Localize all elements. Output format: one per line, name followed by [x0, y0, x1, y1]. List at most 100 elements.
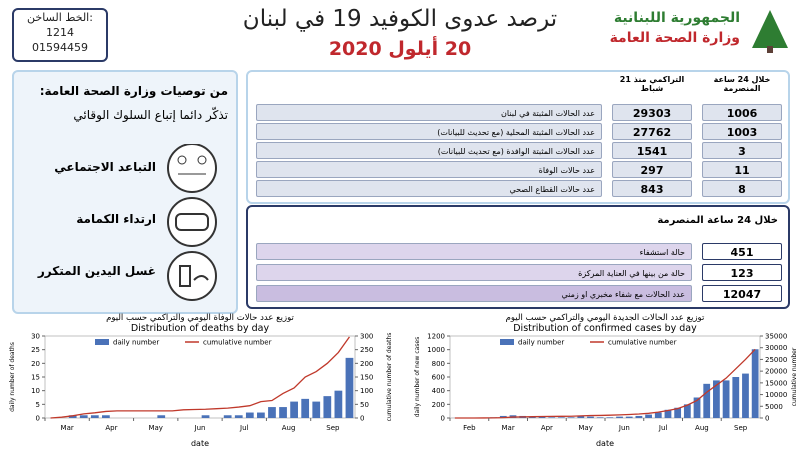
bar: [654, 412, 662, 418]
bar: [664, 409, 672, 418]
chart-title: Distribution of deaths by day: [131, 323, 270, 334]
bar: [645, 414, 652, 418]
y2-tick-label: 150: [360, 374, 373, 382]
bar: [312, 401, 321, 418]
cumulative-value: 297: [612, 161, 692, 178]
x-tick-label: Sep: [326, 424, 340, 432]
y-tick-label: 1000: [427, 346, 445, 354]
hospital-value: 123: [702, 264, 782, 281]
y2-tick-label: 250: [360, 346, 373, 354]
bar: [268, 407, 276, 418]
y-tick-label: 20: [31, 360, 40, 368]
bar: [223, 415, 232, 418]
y2-tick-label: 100: [360, 387, 373, 395]
legend-swatch: [95, 339, 109, 345]
bar: [279, 407, 287, 418]
hospital-value: 451: [702, 243, 782, 260]
x-tick-label: Jul: [239, 424, 249, 432]
y-tick-label: 600: [432, 374, 445, 382]
cedar-logo: [752, 10, 788, 53]
x-tick-label: Aug: [282, 424, 296, 432]
x-tick-label: May: [148, 424, 162, 432]
x-tick-label: Apr: [541, 424, 553, 432]
advice-subtitle: تذكّر دائما إتباع السلوك الوقائي: [73, 108, 228, 122]
y-tick-label: 400: [432, 387, 445, 395]
bar: [606, 417, 614, 418]
cumulative-value: 27762: [612, 123, 692, 140]
y-tick-label: 200: [432, 401, 445, 409]
y-tick-label: 0: [36, 415, 40, 423]
hospital-title: خلال 24 ساعة المنصرمة: [657, 215, 778, 226]
hospital-value: 12047: [702, 285, 782, 302]
cumulative-value: 1541: [612, 142, 692, 159]
row-label: عدد حالات القطاع الصحي: [256, 180, 602, 197]
y2-tick-label: 20000: [765, 368, 787, 376]
y-tick-label: 1200: [427, 333, 445, 341]
bar: [587, 416, 594, 418]
advice-icons: [167, 144, 217, 301]
bar: [257, 412, 265, 418]
y-tick-label: 15: [31, 374, 40, 382]
main-title: ترصد عدوى الكوفيد 19 في لبنان: [242, 6, 558, 32]
bar: [625, 416, 633, 418]
hotline-number: 01594459: [32, 41, 88, 54]
last-24h-value: 11: [702, 161, 782, 178]
y2-tick-label: 35000: [765, 333, 787, 341]
report-date: 20 أيلول 2020: [328, 38, 472, 60]
bar: [703, 383, 711, 418]
legend-label: cumulative number: [608, 339, 677, 347]
ministry-line2: وزارة الصحة العامة: [609, 30, 740, 46]
row-label: عدد الحالات المثبتة المحلية (مع تحديث لل…: [256, 123, 602, 140]
last-24h-value: 1006: [702, 104, 782, 121]
x-tick-label: Mar: [502, 424, 515, 432]
y-tick-label: 10: [31, 387, 40, 395]
advice-item: غسل اليدين المتكرر: [37, 264, 156, 278]
cumulative-line: [50, 336, 350, 419]
y2-axis-label: cumulative number of deaths: [386, 333, 393, 422]
x-tick-label: Jul: [658, 424, 668, 432]
bar: [157, 415, 166, 418]
hospital-label: حالة استشفاء: [256, 243, 692, 260]
column-header: التراكمي منذ 21 شباط: [619, 75, 685, 93]
bar: [334, 390, 343, 418]
x-axis-label: date: [191, 439, 209, 448]
bar: [323, 396, 332, 418]
x-axis-label: date: [596, 439, 614, 448]
bar: [548, 417, 556, 418]
bar: [683, 404, 691, 418]
y2-tick-label: 10000: [765, 391, 787, 399]
totals-panel: خلال 24 ساعة المنصرمة التراكمي منذ 21 شب…: [246, 70, 790, 204]
y2-tick-label: 0: [360, 415, 364, 423]
cumulative-value: 29303: [612, 104, 692, 121]
y2-tick-label: 300: [360, 333, 373, 341]
y2-tick-label: 50: [360, 401, 369, 409]
y-tick-label: 800: [432, 360, 445, 368]
bar: [68, 415, 77, 418]
chart-title-ar: توزيع عدد الحالات الجديدة اليومي والتراك…: [506, 313, 705, 323]
bar: [693, 397, 701, 418]
hospital-label: حالة من بينها في العناية المركزة: [256, 264, 692, 281]
advice-item: التباعد الاجتماعي: [54, 160, 156, 174]
bar: [713, 380, 720, 418]
y2-tick-label: 5000: [765, 403, 783, 411]
last-24h-value: 1003: [702, 123, 782, 140]
bar: [102, 415, 110, 418]
y2-axis-label: cumulative number: [791, 347, 798, 406]
row-label: عدد حالات الوفاة: [256, 161, 602, 178]
x-tick-label: Apr: [105, 424, 117, 432]
hospital-label: عدد الحالات مع شفاء مخبري او زمني: [256, 285, 692, 302]
cases-chart: توزيع عدد الحالات الجديدة اليومي والتراك…: [414, 313, 798, 448]
y2-tick-label: 200: [360, 360, 373, 368]
bar: [90, 415, 99, 418]
bar: [245, 412, 254, 418]
ministry-line1: الجمهورية اللبنانية: [613, 10, 740, 26]
deaths-chart: توزيع عدد حالات الوفاة اليومي والتراكمي …: [9, 313, 393, 448]
bar: [234, 415, 243, 418]
advice-title: من توصيات وزارة الصحة العامة:: [39, 84, 228, 98]
cumulative-value: 843: [612, 180, 692, 197]
x-tick-label: Sep: [734, 424, 748, 432]
y-tick-label: 5: [36, 401, 40, 409]
chart-title: Distribution of confirmed cases by day: [513, 323, 697, 334]
bar: [674, 407, 682, 418]
